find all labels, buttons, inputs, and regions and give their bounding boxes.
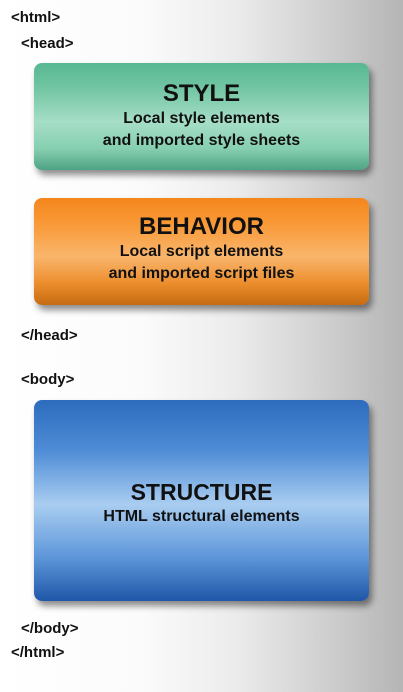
- style-title: STYLE: [162, 80, 241, 107]
- behavior-line-1: Local script elements: [119, 243, 284, 260]
- style-line-1: Local style elements: [123, 110, 280, 127]
- structure-box: STRUCTURE HTML structural elements: [34, 400, 369, 601]
- style-line-2: and imported style sheets: [102, 132, 301, 149]
- html-open-tag: <html>: [11, 9, 61, 26]
- behavior-title: BEHAVIOR: [139, 213, 264, 240]
- style-box: STYLE Local style elements and imported …: [34, 63, 369, 170]
- structure-title: STRUCTURE: [130, 479, 273, 505]
- body-open-tag: <body>: [21, 371, 75, 388]
- behavior-line-2: and imported script files: [108, 265, 295, 282]
- structure-line-1: HTML structural elements: [103, 508, 300, 525]
- body-close-tag: </body>: [21, 620, 79, 637]
- head-open-tag: <head>: [21, 35, 74, 52]
- html-close-tag: </html>: [11, 644, 65, 661]
- behavior-box: BEHAVIOR Local script elements and impor…: [34, 198, 369, 305]
- head-close-tag: </head>: [21, 327, 78, 344]
